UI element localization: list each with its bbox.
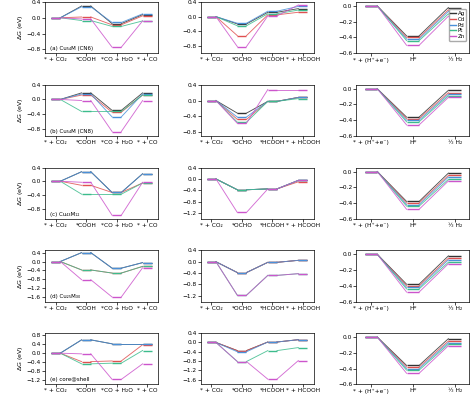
Y-axis label: $\Delta$G (eV): $\Delta$G (eV): [16, 263, 25, 289]
Y-axis label: $\Delta$G (eV): $\Delta$G (eV): [16, 15, 25, 40]
Y-axis label: $\Delta$G (eV): $\Delta$G (eV): [16, 346, 25, 372]
Text: (d) Cu₂₅M₃₀: (d) Cu₂₅M₃₀: [50, 294, 80, 300]
Text: (c) Cu₄₃M₁₂: (c) Cu₄₃M₁₂: [50, 212, 79, 217]
Legend: Ag, Cd, Pd, Pt, Zn: Ag, Cd, Pd, Pt, Zn: [449, 9, 466, 41]
Y-axis label: $\Delta$G (eV): $\Delta$G (eV): [16, 98, 25, 123]
Text: (e) core@shell: (e) core@shell: [50, 377, 89, 382]
Text: (b) Cu₅₄M (CN8): (b) Cu₅₄M (CN8): [50, 129, 93, 134]
Y-axis label: $\Delta$G (eV): $\Delta$G (eV): [16, 180, 25, 206]
Text: (a) Cu₅₄M (CN6): (a) Cu₅₄M (CN6): [50, 46, 93, 51]
